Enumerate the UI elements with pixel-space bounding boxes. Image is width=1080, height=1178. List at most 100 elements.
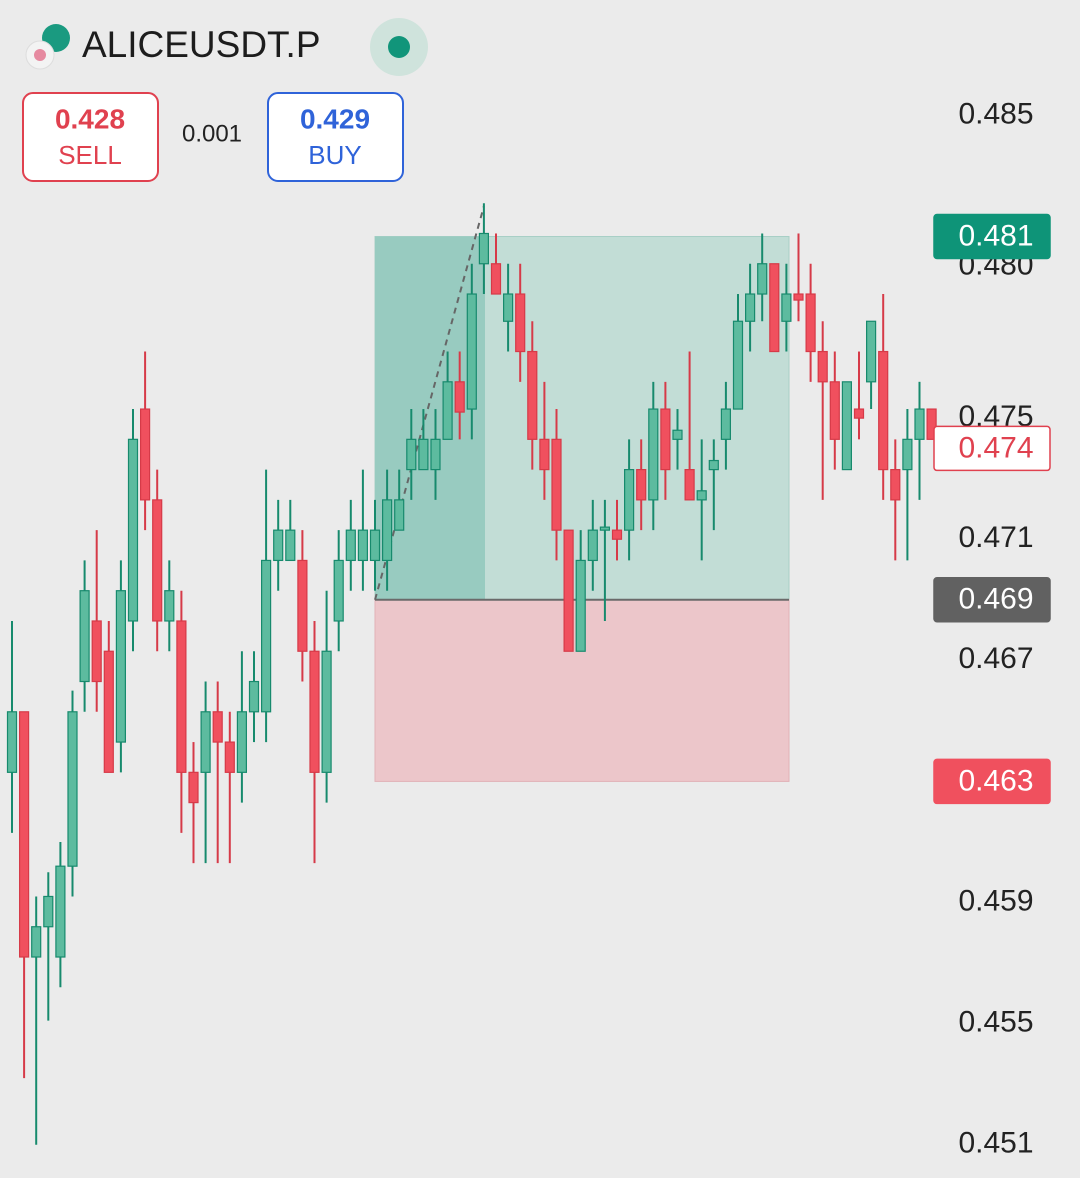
- candle-body: [732, 320, 744, 410]
- candle-body: [285, 529, 296, 562]
- candle-body: [551, 438, 562, 531]
- candle-body: [829, 381, 840, 440]
- candle-body: [914, 408, 925, 440]
- target-zone-progress: [375, 236, 485, 600]
- candle-body: [321, 650, 332, 773]
- y-tick-label: 0.459: [958, 884, 1033, 917]
- candle-body: [841, 381, 853, 471]
- candle-body: [55, 865, 66, 958]
- candle-body: [188, 771, 199, 804]
- trend-line: [374, 205, 485, 601]
- candle-body: [127, 438, 139, 622]
- candle-body: [442, 381, 453, 440]
- symbol: ALICEUSDT.P: [82, 24, 321, 65]
- candle-body: [176, 620, 187, 773]
- candle-body: [224, 741, 235, 773]
- candle-body: [902, 438, 913, 471]
- candle-body: [236, 711, 247, 773]
- candle-body: [345, 529, 356, 562]
- stop-tag-label: 0.463: [958, 764, 1033, 797]
- entry-tag-label: 0.469: [958, 583, 1033, 616]
- candle-body: [418, 438, 429, 471]
- buy-button[interactable]: [267, 92, 404, 182]
- candle-body: [757, 263, 768, 295]
- y-tick-label: 0.471: [958, 521, 1033, 554]
- candle-body: [103, 650, 114, 773]
- candle-body: [19, 711, 30, 958]
- status-dot: [388, 36, 410, 58]
- buy-price: 0.429: [300, 103, 370, 134]
- logo-flower: [34, 49, 46, 61]
- candle-body: [599, 526, 611, 531]
- last-price-tag: [933, 425, 1051, 472]
- candle-body: [684, 469, 695, 501]
- candle-body: [793, 293, 804, 301]
- candle-body: [248, 680, 260, 713]
- candle-body: [575, 559, 586, 652]
- candle-body: [91, 620, 102, 683]
- candle-body: [273, 529, 284, 562]
- candle-body: [890, 469, 901, 501]
- candle-body: [31, 926, 42, 958]
- entry-tag: [933, 577, 1051, 623]
- candle-body: [466, 293, 477, 410]
- plot: 0.4850.4800.4750.4710.4670.4590.4550.451…: [6, 97, 1051, 1160]
- candle-body: [781, 293, 792, 322]
- target-tag-label: 0.481: [958, 219, 1033, 252]
- candle-body: [563, 529, 574, 652]
- candle-body: [406, 438, 417, 471]
- candle-body: [478, 232, 489, 265]
- candle-body: [865, 320, 877, 383]
- candle-body: [696, 490, 707, 501]
- buy-label: BUY: [308, 140, 361, 170]
- stop-tag: [933, 758, 1051, 805]
- candle-body: [926, 408, 937, 440]
- y-tick-label: 0.455: [958, 1006, 1033, 1039]
- spread: 0.001: [182, 120, 242, 147]
- candle-body: [623, 469, 635, 531]
- candle-body: [430, 438, 441, 471]
- candle-body: [333, 559, 344, 622]
- candle-body: [611, 529, 623, 540]
- candle-body: [878, 350, 889, 471]
- candle-body: [708, 459, 719, 471]
- candle-body: [67, 711, 78, 867]
- candle-body: [115, 590, 127, 743]
- candle-body: [490, 263, 502, 295]
- candle-body: [648, 408, 659, 501]
- y-tick-label: 0.451: [958, 1127, 1033, 1160]
- candle-body: [672, 429, 683, 440]
- candle-body: [369, 529, 381, 562]
- candle-body: [382, 499, 393, 562]
- candle-body: [660, 408, 671, 471]
- candle-body: [527, 350, 538, 440]
- candle-body: [43, 895, 54, 928]
- candle-body: [805, 293, 816, 353]
- y-tick-label: 0.485: [958, 97, 1033, 130]
- candle-body: [817, 350, 828, 383]
- candle-body: [853, 408, 865, 419]
- sell-button[interactable]: [22, 92, 159, 182]
- candle-body: [309, 650, 320, 773]
- sell-label: SELL: [58, 140, 122, 170]
- y-tick-label: 0.467: [958, 642, 1033, 675]
- candle-body: [503, 293, 514, 322]
- candle-body: [200, 711, 211, 773]
- candle-body: [152, 499, 163, 622]
- candle-body: [744, 293, 756, 322]
- candle-body: [539, 438, 550, 471]
- candle-body: [394, 499, 405, 531]
- candle-body: [515, 293, 526, 353]
- candle-body: [79, 590, 90, 683]
- candle-body: [261, 559, 272, 713]
- last-price-tag-label: 0.474: [958, 431, 1033, 464]
- candle-body: [636, 469, 647, 501]
- target-tag: [933, 213, 1051, 260]
- candle-body: [140, 408, 151, 501]
- candle-body: [357, 529, 368, 562]
- candle-body: [6, 711, 18, 773]
- candle-body: [297, 559, 308, 652]
- candle-body: [454, 381, 465, 413]
